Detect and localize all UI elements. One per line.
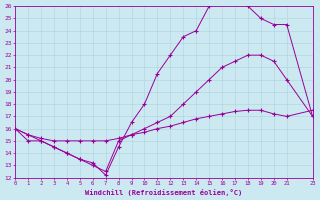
- X-axis label: Windchill (Refroidissement éolien,°C): Windchill (Refroidissement éolien,°C): [85, 189, 243, 196]
